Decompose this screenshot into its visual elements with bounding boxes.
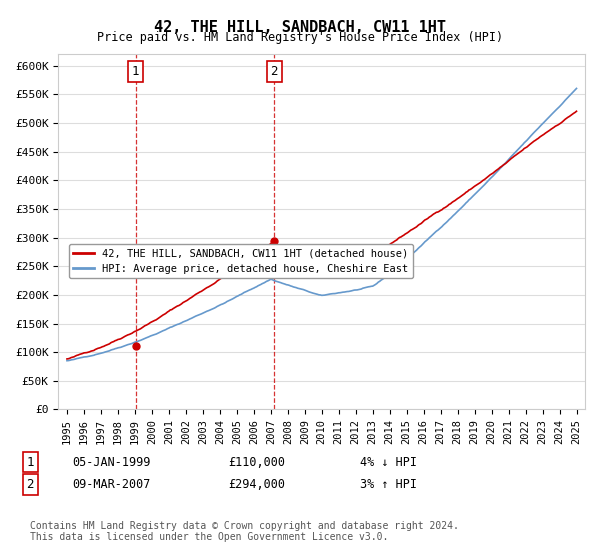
Text: 1: 1 [132, 65, 140, 78]
Text: £110,000: £110,000 [228, 455, 285, 469]
Text: 1: 1 [26, 455, 34, 469]
Text: 3% ↑ HPI: 3% ↑ HPI [360, 478, 417, 491]
Text: 09-MAR-2007: 09-MAR-2007 [72, 478, 151, 491]
Text: 42, THE HILL, SANDBACH, CW11 1HT: 42, THE HILL, SANDBACH, CW11 1HT [154, 20, 446, 35]
Text: 4% ↓ HPI: 4% ↓ HPI [360, 455, 417, 469]
Text: Contains HM Land Registry data © Crown copyright and database right 2024.
This d: Contains HM Land Registry data © Crown c… [30, 521, 459, 543]
Text: 2: 2 [271, 65, 278, 78]
Text: 2: 2 [26, 478, 34, 491]
Legend: 42, THE HILL, SANDBACH, CW11 1HT (detached house), HPI: Average price, detached : 42, THE HILL, SANDBACH, CW11 1HT (detach… [69, 244, 413, 278]
Text: Price paid vs. HM Land Registry's House Price Index (HPI): Price paid vs. HM Land Registry's House … [97, 31, 503, 44]
Text: £294,000: £294,000 [228, 478, 285, 491]
Text: 05-JAN-1999: 05-JAN-1999 [72, 455, 151, 469]
